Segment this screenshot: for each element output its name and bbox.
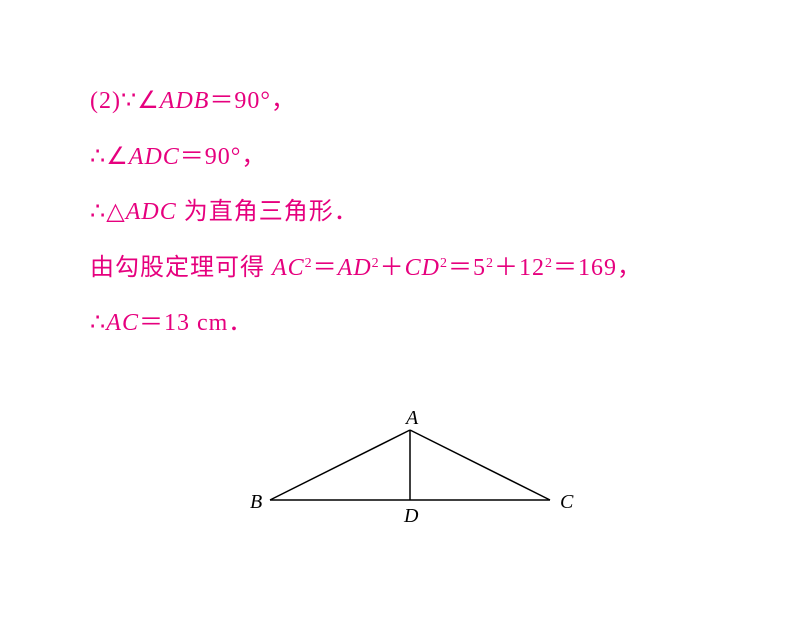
svg-text:D: D — [403, 505, 419, 527]
svg-text:B: B — [250, 491, 262, 513]
svg-text:A: A — [404, 410, 419, 429]
triangle-diagram: A B C D — [240, 410, 580, 540]
line-4: 由勾股定理可得 AC2＝AD2＋CD2＝52＋122＝169， — [90, 252, 734, 286]
math-solution-text: (2)∵∠ADB＝90°， ∴∠ADC＝90°， ∴△ADC 为直角三角形． 由… — [0, 0, 794, 341]
line-5: ∴AC＝13 cm． — [90, 307, 734, 341]
line-1: (2)∵∠ADB＝90°， — [90, 85, 734, 119]
svg-text:C: C — [560, 491, 574, 513]
diagram-svg: A B C D — [240, 410, 580, 540]
line-2: ∴∠ADC＝90°， — [90, 141, 734, 175]
line-3: ∴△ADC 为直角三角形． — [90, 196, 734, 230]
